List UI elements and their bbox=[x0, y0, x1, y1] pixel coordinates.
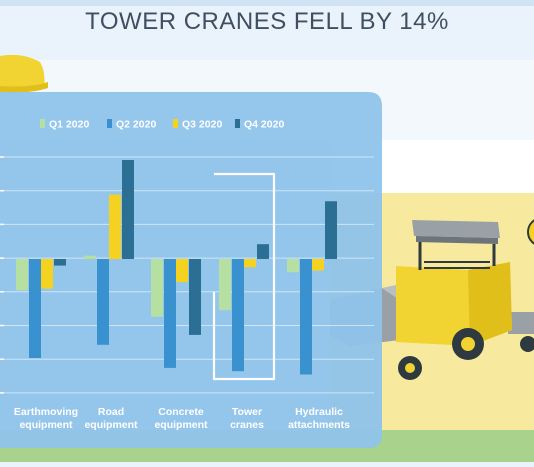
hard-hat-icon bbox=[0, 54, 48, 93]
bar bbox=[16, 259, 28, 291]
x-tick-label: attachments bbox=[288, 419, 350, 431]
x-tick-label: equipment bbox=[154, 419, 208, 431]
x-tick-label: Hydraulic bbox=[295, 406, 343, 418]
bar bbox=[244, 259, 256, 268]
bar bbox=[54, 259, 66, 266]
bar bbox=[312, 259, 324, 271]
legend-swatch bbox=[107, 119, 112, 128]
bar bbox=[97, 259, 109, 345]
x-tick-label: Road bbox=[98, 406, 124, 418]
x-tick-label: equipment bbox=[19, 419, 73, 431]
sun-icon bbox=[527, 219, 534, 245]
legend-item: Q2 2020 bbox=[107, 119, 156, 131]
legend-label: Q4 2020 bbox=[244, 119, 284, 131]
legend-label: Q1 2020 bbox=[49, 119, 89, 131]
legend-swatch bbox=[40, 119, 45, 128]
x-tick-label: equipment bbox=[84, 419, 138, 431]
bar bbox=[29, 259, 41, 358]
bar bbox=[232, 259, 244, 372]
bar bbox=[109, 194, 121, 259]
legend-item: Q4 2020 bbox=[235, 119, 284, 131]
x-tick-label: Earthmoving bbox=[14, 406, 78, 418]
bar bbox=[41, 259, 53, 289]
x-tick-label: cranes bbox=[230, 419, 264, 431]
legend-swatch bbox=[173, 119, 178, 128]
legend-item: Q3 2020 bbox=[173, 119, 222, 131]
bar bbox=[300, 259, 312, 375]
legend-label: Q2 2020 bbox=[116, 119, 156, 131]
bar bbox=[84, 255, 96, 259]
legend-item: Q1 2020 bbox=[40, 119, 89, 131]
x-tick-label: Concrete bbox=[158, 406, 204, 418]
bar bbox=[325, 201, 337, 259]
highlight-frame bbox=[212, 172, 276, 381]
bar bbox=[122, 160, 134, 259]
legend-label: Q3 2020 bbox=[182, 119, 222, 131]
legend-swatch bbox=[235, 119, 240, 128]
bar bbox=[287, 259, 299, 273]
bar bbox=[176, 259, 188, 283]
x-tick-label: Tower bbox=[232, 406, 262, 418]
bar bbox=[164, 259, 176, 368]
bar bbox=[151, 259, 163, 317]
page-title: TOWER CRANES FELL BY 14% bbox=[85, 8, 449, 35]
bar bbox=[189, 259, 201, 335]
bar bbox=[257, 244, 269, 259]
bar bbox=[219, 259, 231, 311]
